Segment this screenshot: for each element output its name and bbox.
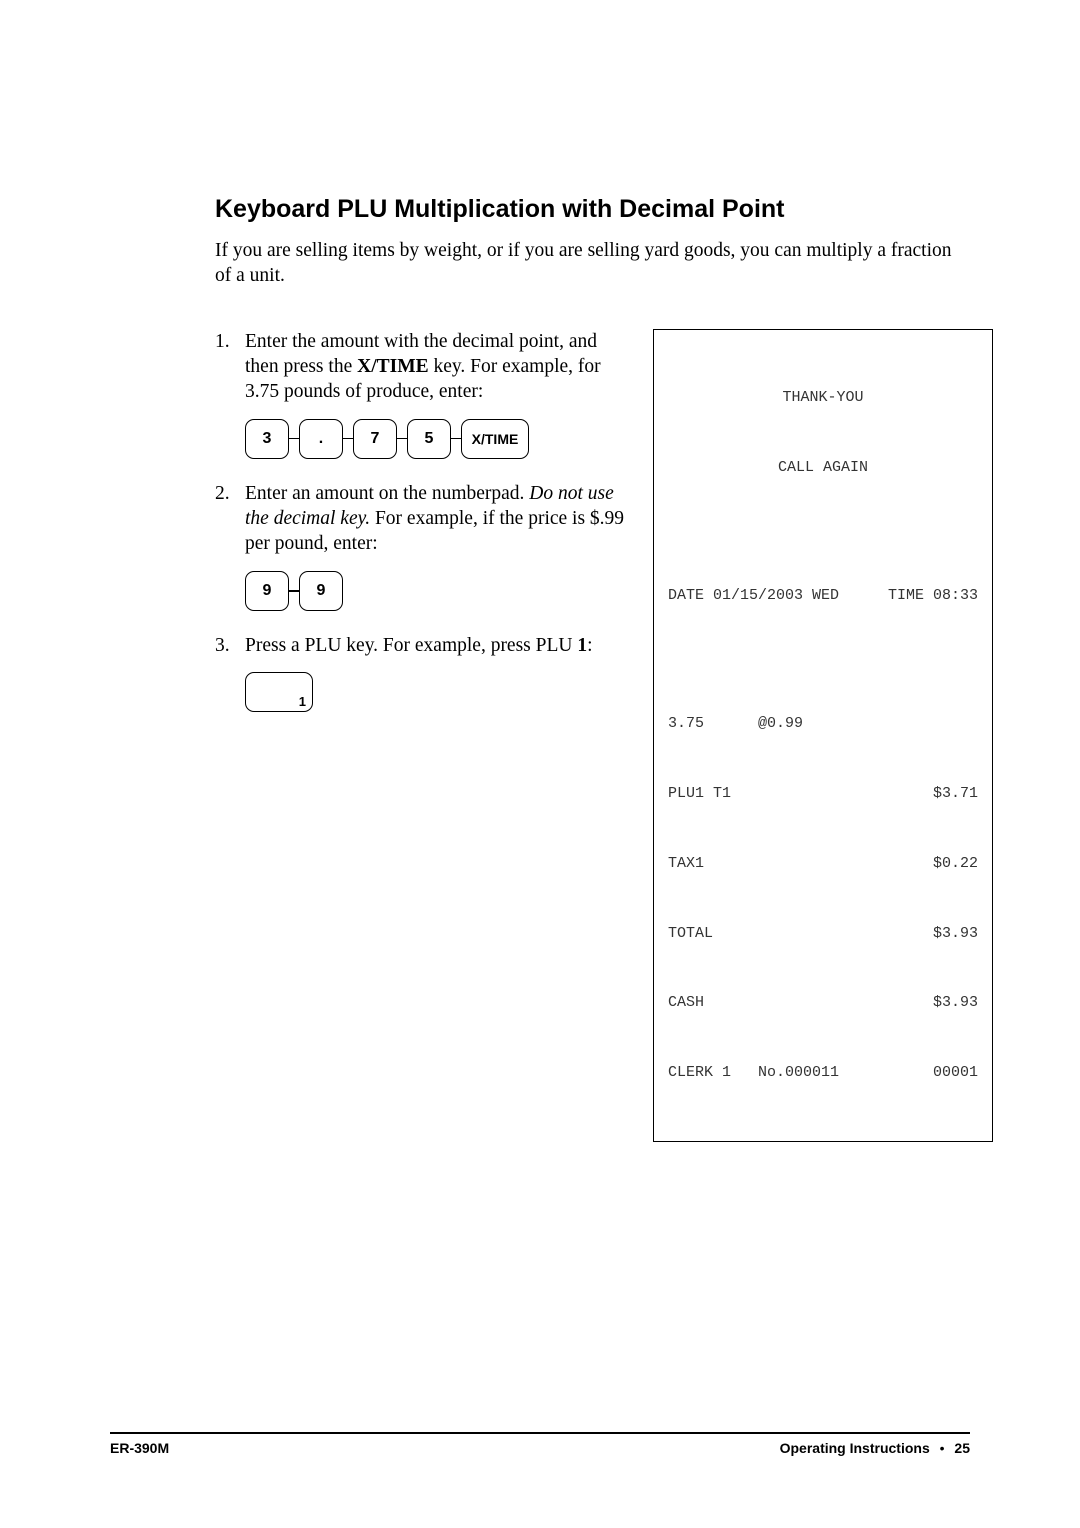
receipt-c2: @0.99 bbox=[758, 712, 898, 735]
key-dot: . bbox=[299, 419, 343, 459]
receipt-line: PLU1 T1 $3.71 bbox=[668, 782, 978, 805]
step-body: Enter an amount on the numberpad. Do not… bbox=[245, 481, 625, 557]
step-1: 1. Enter the amount with the decimal poi… bbox=[215, 329, 625, 405]
key-5: 5 bbox=[407, 419, 451, 459]
keyrow-3: 1 bbox=[245, 672, 625, 712]
key-connector bbox=[289, 590, 299, 592]
receipt-time: TIME 08:33 bbox=[888, 584, 978, 607]
step-number: 2. bbox=[215, 481, 245, 557]
receipt-c1: PLU1 T1 bbox=[668, 782, 758, 805]
key-connector bbox=[397, 438, 407, 440]
receipt-column: THANK-YOU CALL AGAIN DATE 01/15/2003 WED… bbox=[653, 329, 993, 1142]
receipt-c3: $3.93 bbox=[898, 922, 978, 945]
key-connector bbox=[343, 438, 353, 440]
receipt-date-row: DATE 01/15/2003 WED TIME 08:33 bbox=[668, 584, 978, 607]
receipt-c3: $0.22 bbox=[898, 852, 978, 875]
receipt-line: TAX1 $0.22 bbox=[668, 852, 978, 875]
step-body: Press a PLU key. For example, press PLU … bbox=[245, 633, 625, 658]
footer-section: Operating Instructions bbox=[780, 1440, 930, 1456]
receipt-line: TOTAL $3.93 bbox=[668, 922, 978, 945]
receipt-c2 bbox=[758, 852, 898, 875]
receipt-c1: CASH bbox=[668, 991, 758, 1014]
step-2: 2. Enter an amount on the numberpad. Do … bbox=[215, 481, 625, 557]
keyrow-1: 3 . 7 5 X/TIME bbox=[245, 419, 625, 459]
page-footer: ER-390M Operating Instructions • 25 bbox=[110, 1432, 970, 1456]
key-9: 9 bbox=[245, 571, 289, 611]
receipt-date: DATE 01/15/2003 WED bbox=[668, 584, 839, 607]
footer-right: Operating Instructions • 25 bbox=[780, 1440, 970, 1456]
intro-paragraph: If you are selling items by weight, or i… bbox=[215, 238, 970, 289]
key-plu-1: 1 bbox=[245, 672, 313, 712]
key-xtime: X/TIME bbox=[461, 419, 529, 459]
receipt-c3 bbox=[898, 712, 978, 735]
receipt-line: CLERK 1No.00001100001 bbox=[668, 1061, 978, 1084]
step-text: : bbox=[587, 635, 592, 656]
step-bold: X/TIME bbox=[357, 356, 429, 377]
receipt-c1: CLERK 1 bbox=[668, 1061, 758, 1084]
receipt-box: THANK-YOU CALL AGAIN DATE 01/15/2003 WED… bbox=[653, 329, 993, 1142]
receipt-header: CALL AGAIN bbox=[668, 456, 978, 479]
receipt-date-label: DATE bbox=[668, 587, 704, 604]
receipt-c1: 3.75 bbox=[668, 712, 758, 735]
footer-page: 25 bbox=[954, 1440, 970, 1456]
receipt-time-label: TIME bbox=[888, 587, 924, 604]
step-text: Press a PLU key. For example, press PLU bbox=[245, 635, 577, 656]
footer-left: ER-390M bbox=[110, 1440, 169, 1456]
receipt-date-value: 01/15/2003 WED bbox=[713, 587, 839, 604]
key-connector bbox=[451, 438, 461, 440]
receipt-c2 bbox=[758, 782, 898, 805]
receipt-c3: $3.71 bbox=[898, 782, 978, 805]
step-number: 1. bbox=[215, 329, 245, 405]
receipt-c1: TAX1 bbox=[668, 852, 758, 875]
keyrow-2: 9 9 bbox=[245, 571, 625, 611]
key-9: 9 bbox=[299, 571, 343, 611]
receipt-c1: TOTAL bbox=[668, 922, 758, 945]
steps-column: 1. Enter the amount with the decimal poi… bbox=[215, 329, 625, 734]
receipt-c3: 00001 bbox=[898, 1061, 978, 1084]
step-3: 3. Press a PLU key. For example, press P… bbox=[215, 633, 625, 658]
section-heading: Keyboard PLU Multiplication with Decimal… bbox=[215, 195, 970, 224]
receipt-spacer bbox=[668, 526, 978, 538]
receipt-time-value: 08:33 bbox=[933, 587, 978, 604]
two-column-layout: 1. Enter the amount with the decimal poi… bbox=[215, 329, 970, 1142]
receipt-c2 bbox=[758, 922, 898, 945]
key-3: 3 bbox=[245, 419, 289, 459]
receipt-c3: $3.93 bbox=[898, 991, 978, 1014]
step-number: 3. bbox=[215, 633, 245, 658]
receipt-c2 bbox=[758, 991, 898, 1014]
key-plu-sub: 1 bbox=[299, 694, 306, 709]
receipt-c2: No.000011 bbox=[758, 1061, 898, 1084]
step-bold: 1 bbox=[577, 635, 587, 656]
footer-bullet: • bbox=[934, 1440, 951, 1456]
key-7: 7 bbox=[353, 419, 397, 459]
receipt-header: THANK-YOU bbox=[668, 386, 978, 409]
key-connector bbox=[289, 438, 299, 440]
receipt-spacer bbox=[668, 654, 978, 666]
page-content: Keyboard PLU Multiplication with Decimal… bbox=[0, 0, 1080, 1142]
receipt-line: CASH $3.93 bbox=[668, 991, 978, 1014]
step-text: Enter an amount on the numberpad. bbox=[245, 483, 529, 504]
receipt-line: 3.75@0.99 bbox=[668, 712, 978, 735]
step-body: Enter the amount with the decimal point,… bbox=[245, 329, 625, 405]
